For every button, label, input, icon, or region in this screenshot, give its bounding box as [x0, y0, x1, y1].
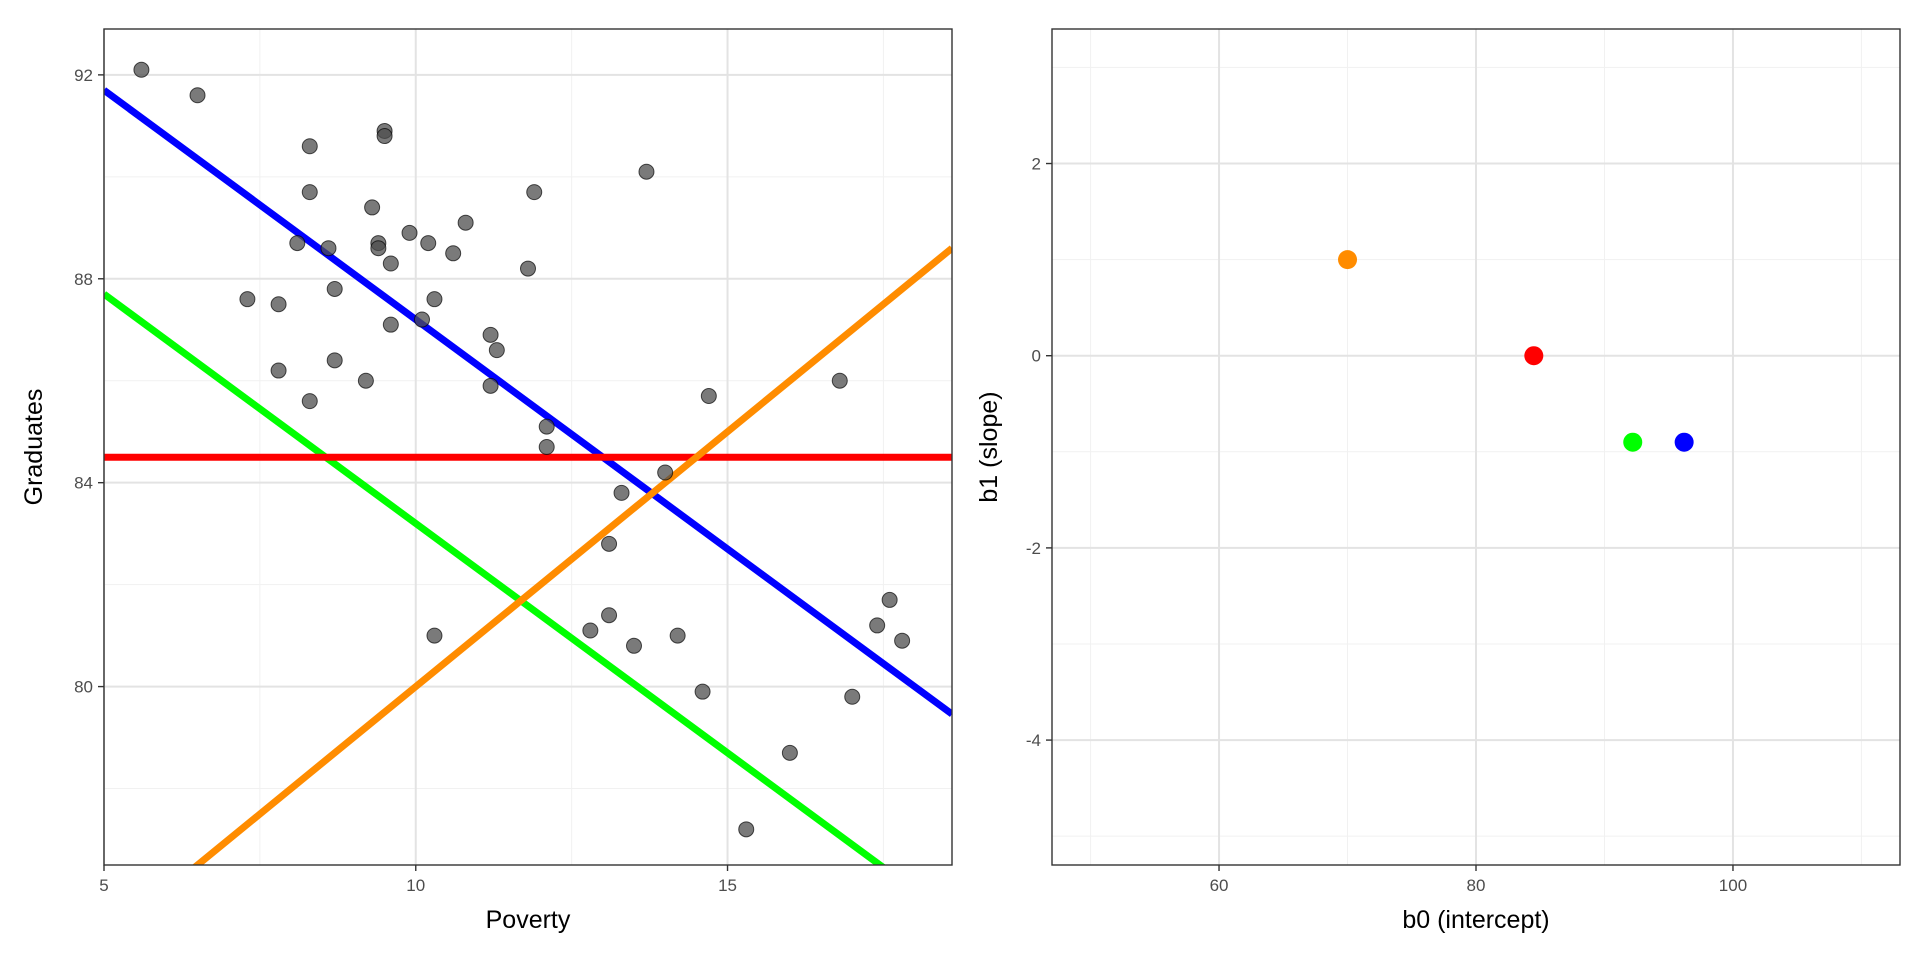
data-point: [694, 683, 711, 700]
data-point: [401, 224, 418, 241]
y-tick-label: 92: [74, 66, 93, 85]
y-tick-label: 80: [74, 678, 93, 697]
data-point: [270, 296, 287, 313]
x-axis-title: Poverty: [486, 906, 571, 934]
data-point: [301, 184, 318, 201]
data-layer: [104, 61, 952, 865]
y-axis-title: b1 (slope): [975, 391, 1003, 502]
regression-line: [104, 291, 886, 865]
data-point: [582, 622, 599, 639]
data-point: [414, 311, 430, 328]
data-point: [488, 342, 505, 359]
data-point: [370, 240, 387, 257]
y-tick-label: -4: [1026, 731, 1041, 750]
x-axis-title: b0 (intercept): [1402, 906, 1549, 934]
data-layer: [1338, 250, 1694, 452]
data-point: [626, 637, 642, 654]
chart-panel-2: 60 80 100 -4 -2 0 2 b0 (intercept) b1 (slope): [975, 28, 1901, 934]
data-point: [326, 280, 343, 297]
x-tick-label: 5: [99, 876, 108, 895]
regression-line: [104, 87, 952, 717]
data-point: [239, 291, 256, 308]
regression-line: [191, 245, 952, 865]
data-point: [1674, 432, 1694, 452]
data-point: [357, 372, 374, 389]
data-point: [482, 326, 499, 343]
data-point: [1623, 432, 1643, 452]
data-point: [700, 388, 717, 405]
y-tick-label: 88: [74, 270, 93, 289]
data-point: [844, 688, 861, 705]
data-point: [526, 184, 543, 201]
x-tick-label: 60: [1210, 876, 1229, 895]
data-point: [382, 316, 399, 333]
data-point: [482, 377, 499, 394]
data-point: [657, 464, 674, 481]
data-point: [426, 627, 443, 644]
data-point: [376, 128, 393, 145]
y-axis-title: Graduates: [20, 389, 48, 506]
data-point: [320, 240, 337, 257]
data-point: [738, 821, 755, 838]
data-point: [1524, 346, 1544, 366]
data-point: [669, 627, 686, 644]
data-point: [420, 235, 437, 252]
data-point: [894, 632, 911, 649]
data-point: [364, 199, 381, 216]
data-point: [270, 362, 287, 379]
data-point: [538, 439, 555, 455]
chart-panel-1: 5 10 15 80 84 88 92 Poverty Graduates: [20, 28, 953, 934]
data-point: [538, 418, 555, 435]
data-point: [638, 163, 655, 180]
x-tick-label: 10: [406, 876, 425, 895]
data-point: [289, 235, 306, 252]
x-tick-label: 15: [718, 876, 737, 895]
data-point: [326, 352, 343, 369]
data-point: [445, 245, 462, 262]
data-point: [831, 372, 848, 389]
x-tick-label: 100: [1719, 876, 1747, 895]
y-tick-label: 0: [1032, 347, 1041, 366]
data-point: [382, 255, 399, 272]
data-point: [1338, 250, 1358, 270]
y-tick-label: 2: [1032, 155, 1041, 174]
y-tick-label: 84: [74, 474, 93, 493]
data-point: [426, 291, 443, 308]
data-point: [133, 61, 150, 78]
data-point: [601, 607, 618, 624]
data-point: [301, 138, 318, 155]
data-point: [613, 484, 630, 501]
data-point: [520, 260, 536, 277]
y-tick-label: -2: [1026, 539, 1041, 558]
data-point: [601, 535, 618, 552]
data-point: [301, 393, 318, 410]
panel-border: [103, 28, 953, 866]
data-point: [781, 744, 798, 761]
data-point: [881, 591, 898, 608]
x-tick-label: 80: [1467, 876, 1486, 895]
data-point: [869, 617, 886, 634]
data-point: [457, 214, 474, 231]
data-point: [189, 87, 206, 104]
